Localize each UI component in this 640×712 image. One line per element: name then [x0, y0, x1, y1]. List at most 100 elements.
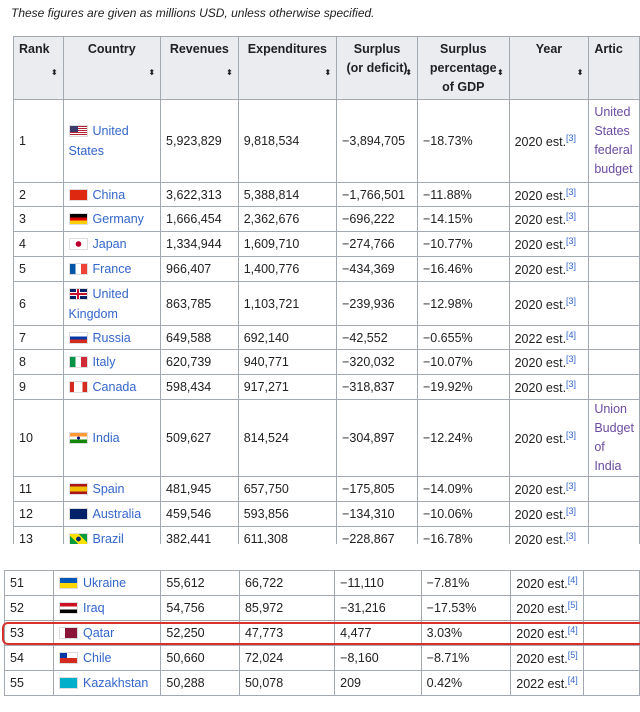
sort-icon[interactable]: ⬍ — [225, 68, 233, 77]
citation-link[interactable]: [3] — [566, 133, 577, 143]
citation-link[interactable]: [3] — [566, 295, 577, 306]
country-link[interactable]: Kazakhstan — [83, 676, 149, 690]
citation-link[interactable]: [3] — [566, 430, 577, 440]
citation-link[interactable]: [5] — [567, 650, 578, 660]
year-text: 2022 est. — [514, 331, 567, 346]
country-link[interactable]: Germany — [92, 212, 144, 226]
article-header[interactable]: Artic — [588, 36, 640, 100]
expenditures-header[interactable]: Expenditures ⬍ — [237, 36, 338, 100]
article-cell[interactable] — [588, 231, 640, 257]
revenues-cell: 3,622,313 — [160, 182, 239, 207]
country-link[interactable]: Australia — [92, 507, 142, 521]
country-cell[interactable]: Australia — [62, 501, 162, 527]
country-link[interactable]: China — [92, 187, 126, 202]
country-link[interactable]: Italy — [92, 355, 116, 369]
sort-icon[interactable]: ⬍ — [148, 68, 156, 77]
country-link[interactable]: United Kingdom — [68, 286, 129, 321]
country-cell[interactable]: United States — [62, 99, 162, 183]
country-cell[interactable]: China — [62, 182, 162, 207]
article-cell[interactable] — [588, 256, 640, 282]
citation-link[interactable]: [4] — [567, 675, 578, 685]
citation-link[interactable]: [4] — [567, 575, 578, 585]
article-cell[interactable] — [588, 374, 640, 400]
article-cell[interactable]: Union Budget of India — [588, 399, 640, 477]
citation-link[interactable]: [3] — [566, 186, 577, 197]
country-cell[interactable]: United Kingdom — [62, 281, 162, 326]
article-cell — [582, 595, 640, 621]
rank-header[interactable]: Rank ⬍ — [13, 36, 64, 100]
country-link[interactable]: Japan — [92, 237, 127, 251]
sort-icon[interactable]: ⬍ — [324, 68, 332, 77]
revenues-cell: 52,250 — [160, 620, 240, 646]
country-cell[interactable]: Spain — [62, 476, 162, 502]
country-link[interactable]: Iraq — [83, 601, 105, 615]
country-link[interactable]: Chile — [83, 651, 112, 665]
article-cell[interactable] — [588, 325, 640, 350]
country-link[interactable]: Ukraine — [83, 576, 127, 590]
country-cell[interactable]: France — [62, 256, 162, 282]
article-cell[interactable] — [588, 349, 640, 375]
table-row: 5 France 966,407 1,400,776 −434,369 −16.46% 20… — [13, 256, 640, 282]
country-link[interactable]: Qatar — [83, 626, 115, 640]
citation-link[interactable]: [3] — [566, 379, 577, 389]
country-cell[interactable]: Qatar — [52, 620, 162, 646]
citation-link[interactable]: [3] — [566, 211, 577, 221]
table-row: 54 Chile 50,660 72,024 −8,160 −8.71% 2020 est.… — [4, 645, 640, 671]
country-cell[interactable]: Germany — [62, 206, 162, 232]
country-link[interactable]: India — [92, 431, 120, 445]
country-cell[interactable]: Japan — [62, 231, 162, 257]
country-cell[interactable]: India — [62, 399, 162, 477]
article-cell[interactable] — [588, 501, 640, 527]
country-cell[interactable]: Kazakhstan — [52, 670, 162, 696]
year-text: 2020 est. — [516, 577, 568, 591]
article-cell[interactable] — [588, 476, 640, 502]
article-cell[interactable]: United States federal budget — [588, 99, 640, 183]
year-header[interactable]: Year ⬍ — [508, 36, 590, 100]
country-cell[interactable]: Ukraine — [52, 570, 162, 596]
sort-icon[interactable]: ⬍ — [405, 68, 412, 77]
year-cell: 2020 est.[4] — [510, 620, 584, 646]
country-cell[interactable]: Italy — [62, 349, 162, 375]
sort-icon[interactable]: ⬍ — [576, 68, 584, 77]
citation-link[interactable]: [3] — [566, 354, 577, 364]
citation-link[interactable]: [5] — [567, 600, 578, 610]
citation-link[interactable]: [3] — [566, 506, 577, 516]
country-link[interactable]: United States — [68, 124, 129, 158]
citation-link[interactable]: [3] — [566, 236, 577, 246]
surplus-header[interactable]: Surplus (or deficit) ⬍ — [336, 36, 418, 100]
citation-link[interactable]: [3] — [566, 531, 577, 541]
sort-icon[interactable]: ⬍ — [496, 68, 504, 77]
year-cell: 2020 est.[3] — [508, 399, 590, 477]
citation-link[interactable]: [3] — [566, 261, 577, 271]
country-link[interactable]: France — [92, 262, 132, 276]
table-row: 2 China 3,622,313 5,388,814 −1,766,501 −11.88… — [13, 182, 640, 207]
article-cell[interactable] — [588, 281, 640, 326]
expenditures-cell: 50,078 — [238, 670, 336, 696]
surplus-pct-cell: −8.71% — [420, 645, 512, 671]
year-text: 2020 est. — [514, 213, 567, 227]
country-cell[interactable]: Russia — [62, 325, 162, 350]
surplus-pct-header[interactable]: Surplus percentage of GDP ⬍ — [416, 36, 510, 100]
surplus-pct-cell: 0.42% — [420, 670, 512, 696]
country-cell[interactable]: Chile — [52, 645, 162, 671]
citation-link[interactable]: [4] — [567, 625, 578, 635]
surplus-pct-cell: −16.46% — [416, 256, 510, 282]
country-link[interactable]: Canada — [92, 380, 137, 394]
citation-link[interactable]: [4] — [566, 329, 577, 340]
country-link[interactable]: Russia — [92, 330, 131, 345]
country-cell[interactable]: Canada — [62, 374, 162, 400]
article-cell[interactable] — [588, 206, 640, 232]
surplus-cell: −11,110 — [334, 570, 422, 596]
year-cell: 2022 est.[4] — [510, 670, 584, 696]
year-cell: 2022 est.[4] — [508, 325, 590, 350]
country-link[interactable]: Spain — [92, 482, 125, 496]
country-link[interactable]: Brazil — [92, 532, 124, 546]
sort-icon[interactable]: ⬍ — [50, 68, 58, 77]
article-cell[interactable] — [588, 182, 640, 207]
country-cell[interactable]: Iraq — [52, 595, 162, 621]
citation-link[interactable]: [3] — [566, 481, 577, 491]
year-cell: 2020 est.[3] — [508, 349, 590, 375]
revenues-header[interactable]: Revenues ⬍ — [160, 36, 239, 100]
country-header[interactable]: Country ⬍ — [62, 36, 162, 100]
year-text: 2020 est. — [514, 508, 567, 522]
